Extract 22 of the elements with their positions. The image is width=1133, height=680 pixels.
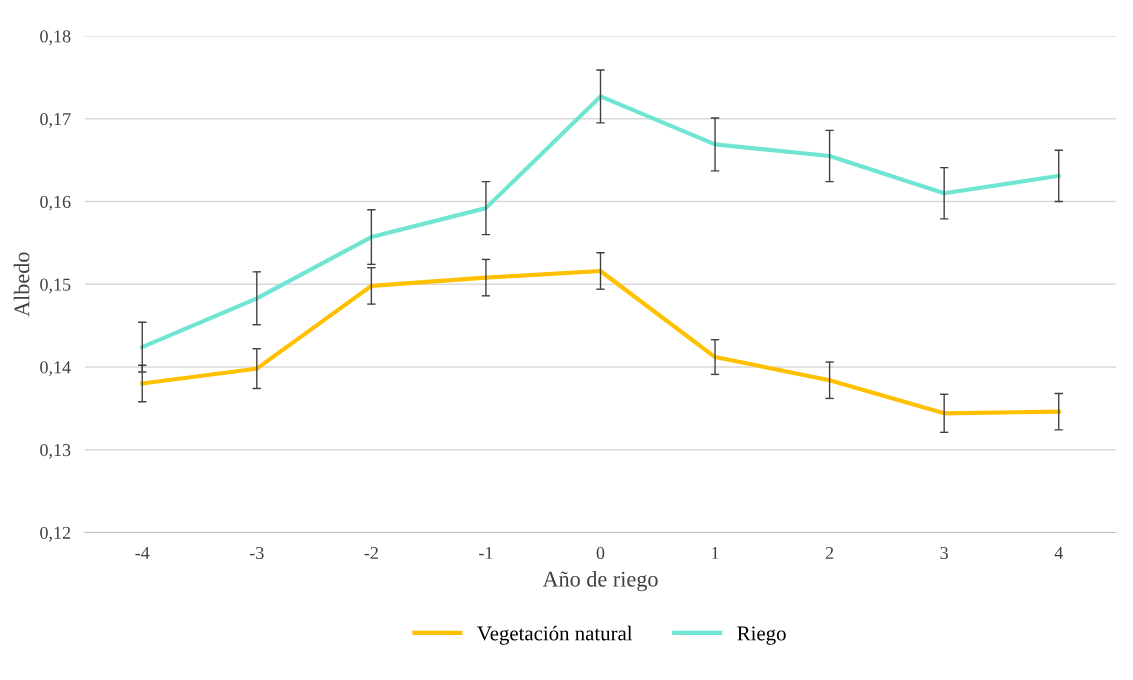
y-tick-label: 0,17 bbox=[40, 113, 71, 128]
y-axis-title: Albedo bbox=[13, 252, 30, 317]
legend-label: Vegetación natural bbox=[477, 625, 633, 645]
line-series bbox=[140, 268, 1061, 416]
x-tick-label: 3 bbox=[940, 546, 948, 560]
y-tick-label: 0,14 bbox=[40, 361, 71, 377]
y-tick-label: 0,15 bbox=[40, 278, 71, 294]
y-tick-label: 0,16 bbox=[40, 195, 71, 211]
x-tick-label: 4 bbox=[1054, 546, 1063, 559]
x-tick-label: -2 bbox=[364, 546, 378, 559]
x-tick-label: -1 bbox=[479, 546, 493, 559]
x-tick-label: -3 bbox=[249, 546, 264, 560]
x-axis-title: Año de riego bbox=[542, 571, 658, 592]
x-tick-label: -4 bbox=[135, 546, 150, 559]
x-tick-label: 2 bbox=[825, 546, 834, 559]
legend-label: Riego bbox=[737, 626, 786, 645]
y-tick-label: 0,13 bbox=[40, 443, 71, 459]
line-series bbox=[140, 94, 1061, 350]
y-tick-label: 0,12 bbox=[40, 526, 71, 542]
x-tick-label: 0 bbox=[596, 546, 605, 560]
x-tick-label: 1 bbox=[712, 546, 719, 559]
y-tick-label: 0,18 bbox=[40, 30, 71, 46]
